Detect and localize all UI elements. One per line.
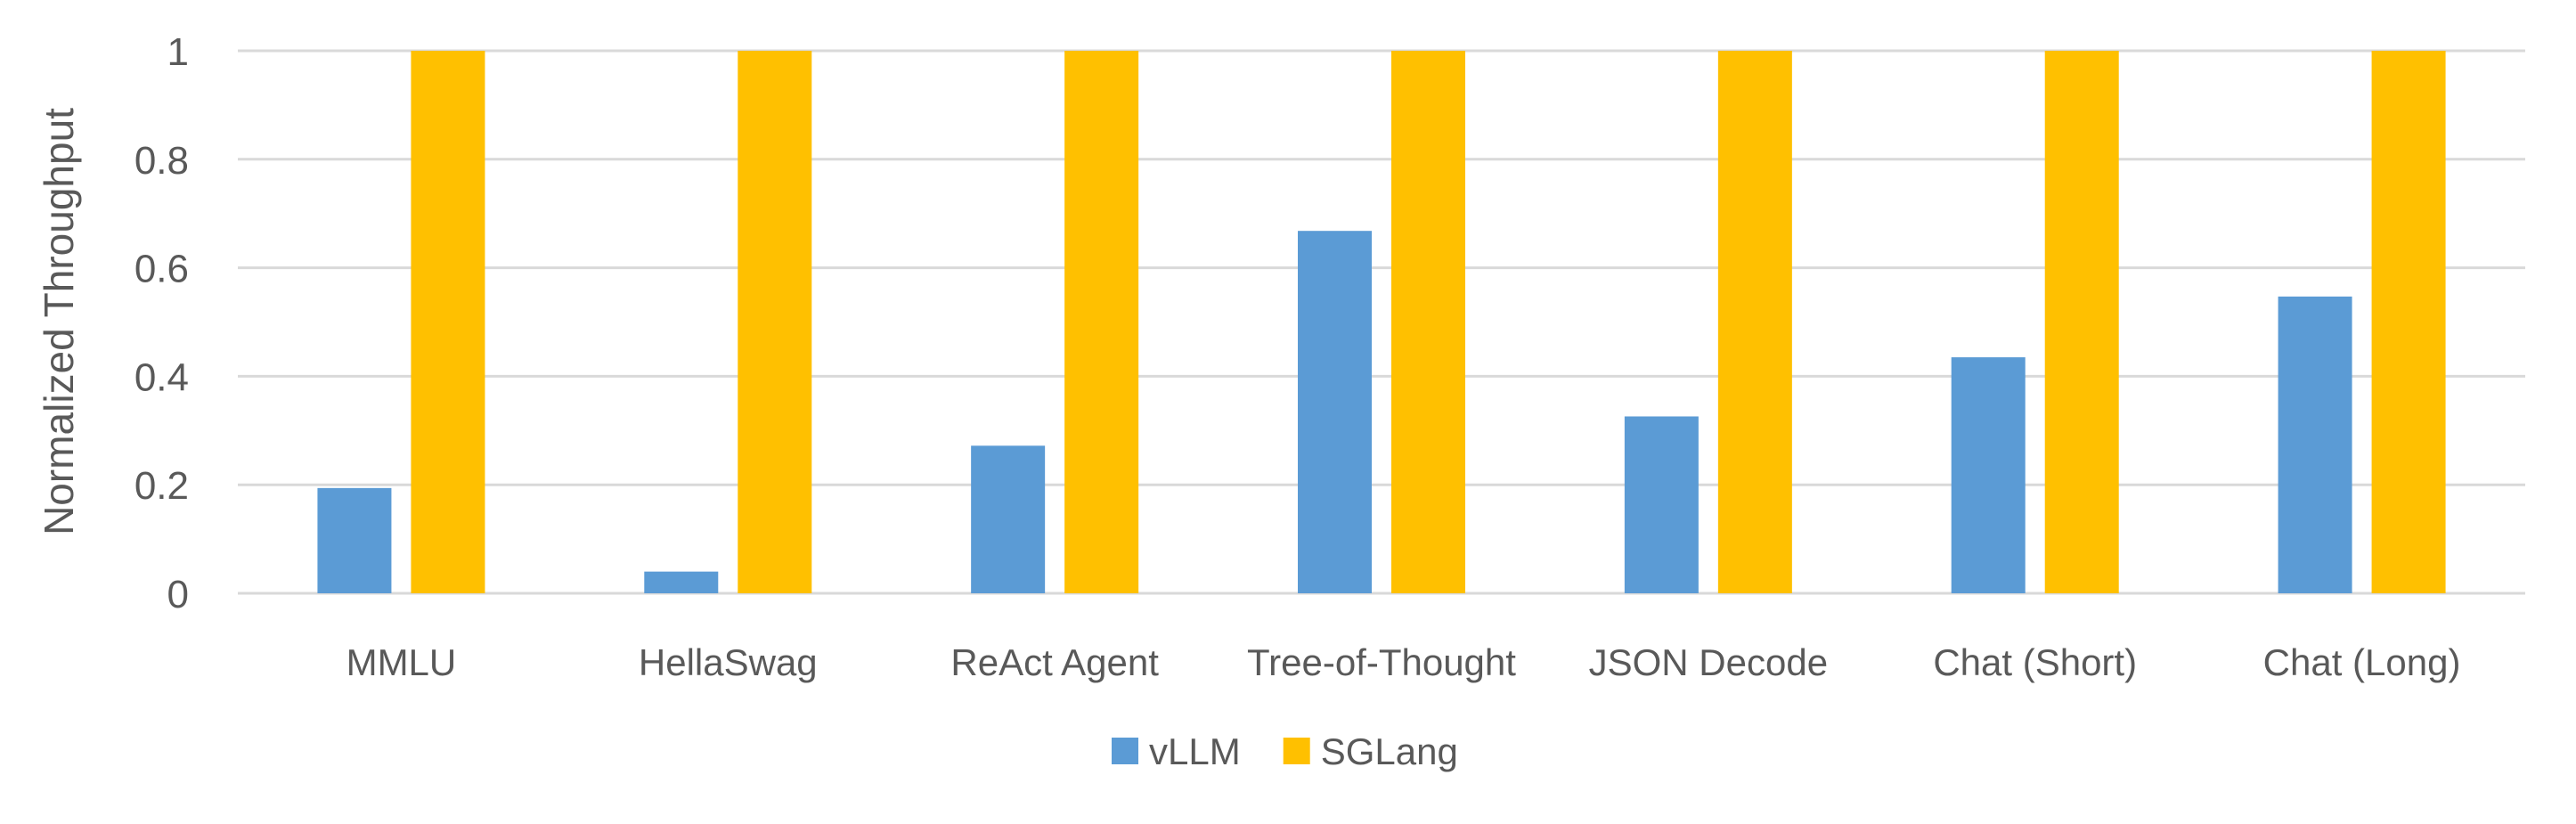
bar-sglang-5 [2044,51,2119,593]
legend: vLLM SGLang [1112,730,1458,772]
y-tick-label: 0.8 [135,139,189,183]
y-tick-label: 1 [167,30,189,74]
bar-vllm-6 [2278,296,2352,593]
y-axis-ticks: 0 0.2 0.4 0.6 0.8 1 [135,30,189,616]
x-tick-label: HellaSwag [639,641,818,683]
bar-vllm-5 [1951,357,2026,593]
x-tick-label: Chat (Long) [2263,641,2461,683]
bar-vllm-3 [1298,231,1372,593]
legend-swatch-vllm [1112,738,1138,764]
bar-vllm-2 [971,445,1046,593]
y-tick-label: 0 [167,573,189,616]
y-tick-label: 0.4 [135,355,189,399]
bar-sglang-6 [2371,51,2446,593]
x-tick-label: MMLU [346,641,457,683]
y-axis-title: Normalized Throughput [36,108,82,535]
bar-sglang-0 [411,51,485,593]
bar-vllm-1 [644,571,719,593]
legend-swatch-sglang [1283,738,1310,764]
bar-sglang-1 [738,51,812,593]
x-tick-label: ReAct Agent [950,641,1159,683]
bar-sglang-3 [1391,51,1465,593]
bars [317,51,2446,593]
bar-vllm-0 [317,487,392,593]
bar-sglang-4 [1717,51,1792,593]
x-tick-label: Tree-of-Thought [1247,641,1516,683]
x-axis-labels: MMLU HellaSwag ReAct Agent Tree-of-Thought J… [346,641,2461,683]
y-tick-label: 0.6 [135,248,189,291]
gridlines [238,49,2525,595]
x-tick-label: Chat (Short) [1933,641,2137,683]
x-tick-label: JSON Decode [1589,641,1828,683]
legend-label-vllm: vLLM [1149,730,1241,772]
y-tick-label: 0.2 [135,464,189,508]
bar-vllm-4 [1624,416,1699,593]
legend-label-sglang: SGLang [1321,730,1458,772]
bar-sglang-2 [1064,51,1139,593]
